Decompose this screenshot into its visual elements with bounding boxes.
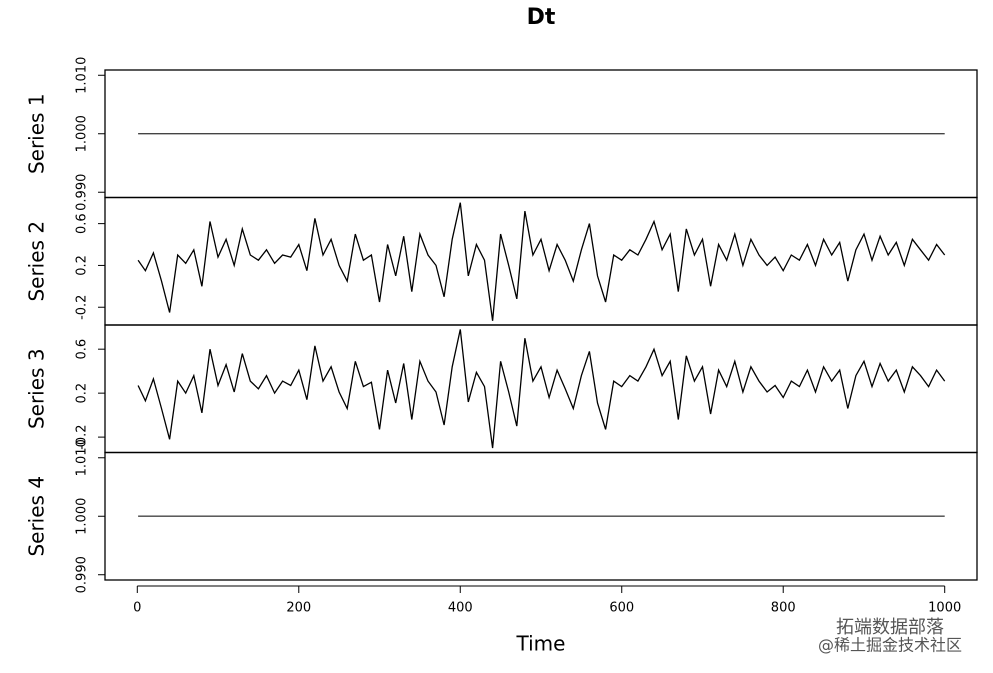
- y-tick-label: 1.000: [75, 115, 90, 152]
- y-tick-label: 1.010: [75, 57, 90, 94]
- y-tick-label: 1.010: [75, 439, 90, 476]
- panel-frame: [104, 324, 978, 454]
- x-tick-label: 200: [286, 601, 311, 616]
- y-tick-label: 0.2: [75, 255, 90, 276]
- x-tick-label: 400: [448, 601, 473, 616]
- x-tick-label: 1000: [928, 601, 961, 616]
- y-tick-label: 1.000: [75, 498, 90, 535]
- panel-label: Series 2: [25, 221, 49, 302]
- x-tick-label: 800: [771, 601, 796, 616]
- series-line: [137, 202, 946, 321]
- panel-frame: [104, 196, 978, 326]
- watermark: @稀土掘金技术社区: [818, 636, 962, 655]
- y-tick-label: 0.990: [75, 556, 90, 593]
- y-tick-label: 0.990: [75, 174, 90, 211]
- y-tick-label: -0.2: [75, 295, 90, 320]
- x-tick-label: 0: [133, 601, 141, 616]
- y-tick-label: 0.6: [75, 339, 90, 360]
- x-tick-label: 600: [609, 601, 634, 616]
- watermark: 拓端数据部落: [836, 617, 944, 638]
- panel-label: Series 3: [25, 348, 49, 429]
- y-tick-label: -0.2: [75, 424, 90, 449]
- series-line: [137, 329, 946, 449]
- x-axis-label: Time: [516, 632, 566, 656]
- chart-title: Dt: [527, 5, 556, 30]
- panel-label: Series 4: [25, 476, 49, 557]
- y-tick-label: 0.6: [75, 213, 90, 234]
- panel-label: Series 1: [25, 93, 49, 174]
- y-tick-label: 0.2: [75, 383, 90, 404]
